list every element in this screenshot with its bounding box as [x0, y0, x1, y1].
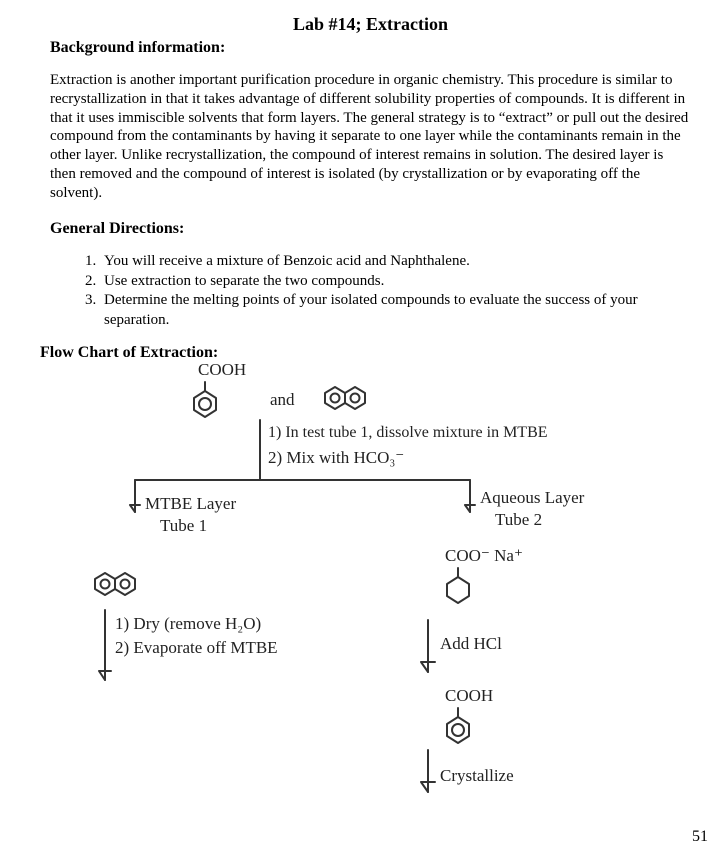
direction-item: Determine the melting points of your iso…: [100, 291, 691, 330]
page-title: Lab #14; Extraction: [50, 14, 691, 35]
crystallize-label: Crystallize: [440, 766, 514, 786]
flowchart-heading: Flow Chart of Extraction:: [40, 344, 691, 362]
top-cooh-label: COOH: [198, 360, 246, 380]
aqueous-tube-label: Tube 2: [495, 510, 542, 530]
flowchart: COOH and 1) In test tube 1, dissolve mix…: [50, 362, 690, 832]
left-step2-label: 2) Evaporate off MTBE: [115, 638, 278, 658]
page-number: 51: [692, 828, 708, 846]
coo-na-label: COO⁻ Na⁺: [445, 546, 523, 566]
background-paragraph: Extraction is another important purifica…: [50, 71, 691, 202]
add-hcl-label: Add HCl: [440, 634, 502, 654]
directions-list: You will receive a mixture of Benzoic ac…: [50, 252, 691, 330]
bottom-cooh-label: COOH: [445, 686, 493, 706]
left-step1-label: 1) Dry (remove H₂O): [115, 614, 261, 634]
directions-heading: General Directions:: [50, 220, 691, 238]
mtbe-layer-label: MTBE Layer: [145, 494, 236, 514]
mtbe-tube-label: Tube 1: [160, 516, 207, 536]
step1a-label: 1) In test tube 1, dissolve mixture in M…: [268, 424, 548, 442]
direction-item: You will receive a mixture of Benzoic ac…: [100, 252, 691, 272]
background-heading: Background information:: [50, 39, 691, 57]
step1b-label: 2) Mix with HCO₃⁻: [268, 448, 404, 468]
aqueous-layer-label: Aqueous Layer: [480, 488, 584, 508]
and-label: and: [270, 390, 295, 410]
direction-item: Use extraction to separate the two compo…: [100, 272, 691, 292]
